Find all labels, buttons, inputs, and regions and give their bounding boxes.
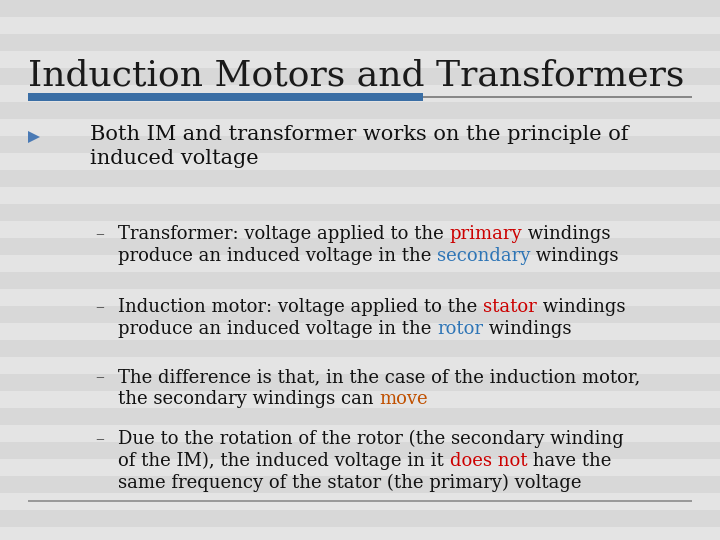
Text: have the: have the bbox=[527, 452, 611, 470]
Text: The difference is that, in the case of the induction motor,: The difference is that, in the case of t… bbox=[118, 368, 640, 386]
Bar bbox=[0, 119, 720, 136]
Bar bbox=[0, 476, 720, 493]
Bar bbox=[0, 289, 720, 306]
Bar bbox=[0, 204, 720, 221]
Polygon shape bbox=[28, 131, 40, 143]
Bar bbox=[0, 238, 720, 255]
Text: rotor: rotor bbox=[437, 320, 483, 338]
Text: –: – bbox=[95, 368, 104, 386]
Bar bbox=[0, 170, 720, 187]
Bar bbox=[0, 442, 720, 459]
Text: primary: primary bbox=[449, 225, 522, 243]
Text: induced voltage: induced voltage bbox=[90, 149, 258, 168]
Text: windings: windings bbox=[536, 298, 625, 316]
Text: of the IM), the induced voltage in it: of the IM), the induced voltage in it bbox=[118, 452, 449, 470]
Bar bbox=[0, 136, 720, 153]
Bar bbox=[0, 51, 720, 68]
Text: secondary: secondary bbox=[437, 247, 531, 265]
Bar bbox=[0, 255, 720, 272]
Text: Induction motor: voltage applied to the: Induction motor: voltage applied to the bbox=[118, 298, 483, 316]
Bar bbox=[0, 527, 720, 540]
Text: move: move bbox=[379, 390, 428, 408]
Text: –: – bbox=[95, 298, 104, 316]
Text: same frequency of the stator (the primary) voltage: same frequency of the stator (the primar… bbox=[118, 474, 582, 492]
Bar bbox=[0, 391, 720, 408]
Text: windings: windings bbox=[522, 225, 611, 243]
Bar bbox=[0, 187, 720, 204]
Text: produce an induced voltage in the: produce an induced voltage in the bbox=[118, 247, 437, 265]
Bar bbox=[0, 221, 720, 238]
Bar bbox=[0, 493, 720, 510]
Bar bbox=[0, 68, 720, 85]
Text: the secondary windings can: the secondary windings can bbox=[118, 390, 379, 408]
Text: does not: does not bbox=[449, 452, 527, 470]
Text: –: – bbox=[95, 430, 104, 448]
Bar bbox=[0, 510, 720, 527]
Text: Transformer: voltage applied to the: Transformer: voltage applied to the bbox=[118, 225, 449, 243]
Bar bbox=[0, 425, 720, 442]
Bar bbox=[28, 500, 692, 502]
Bar bbox=[0, 17, 720, 34]
Bar bbox=[0, 357, 720, 374]
Bar bbox=[0, 102, 720, 119]
Text: Both IM and transformer works on the principle of: Both IM and transformer works on the pri… bbox=[90, 125, 629, 144]
Text: –: – bbox=[95, 225, 104, 243]
Text: Due to the rotation of the rotor (the secondary winding: Due to the rotation of the rotor (the se… bbox=[118, 430, 624, 448]
Text: stator: stator bbox=[483, 298, 536, 316]
Bar bbox=[423, 96, 692, 98]
Text: produce an induced voltage in the: produce an induced voltage in the bbox=[118, 320, 437, 338]
Bar bbox=[0, 323, 720, 340]
Text: windings: windings bbox=[483, 320, 572, 338]
Bar bbox=[0, 34, 720, 51]
Text: Induction Motors and Transformers: Induction Motors and Transformers bbox=[28, 58, 685, 92]
Bar bbox=[0, 153, 720, 170]
Text: windings: windings bbox=[531, 247, 619, 265]
Bar bbox=[0, 459, 720, 476]
Bar bbox=[0, 306, 720, 323]
Bar bbox=[0, 85, 720, 102]
Bar bbox=[0, 374, 720, 391]
Bar bbox=[0, 0, 720, 17]
Bar bbox=[0, 408, 720, 425]
Bar bbox=[0, 272, 720, 289]
Bar bbox=[28, 93, 423, 101]
Bar bbox=[0, 340, 720, 357]
